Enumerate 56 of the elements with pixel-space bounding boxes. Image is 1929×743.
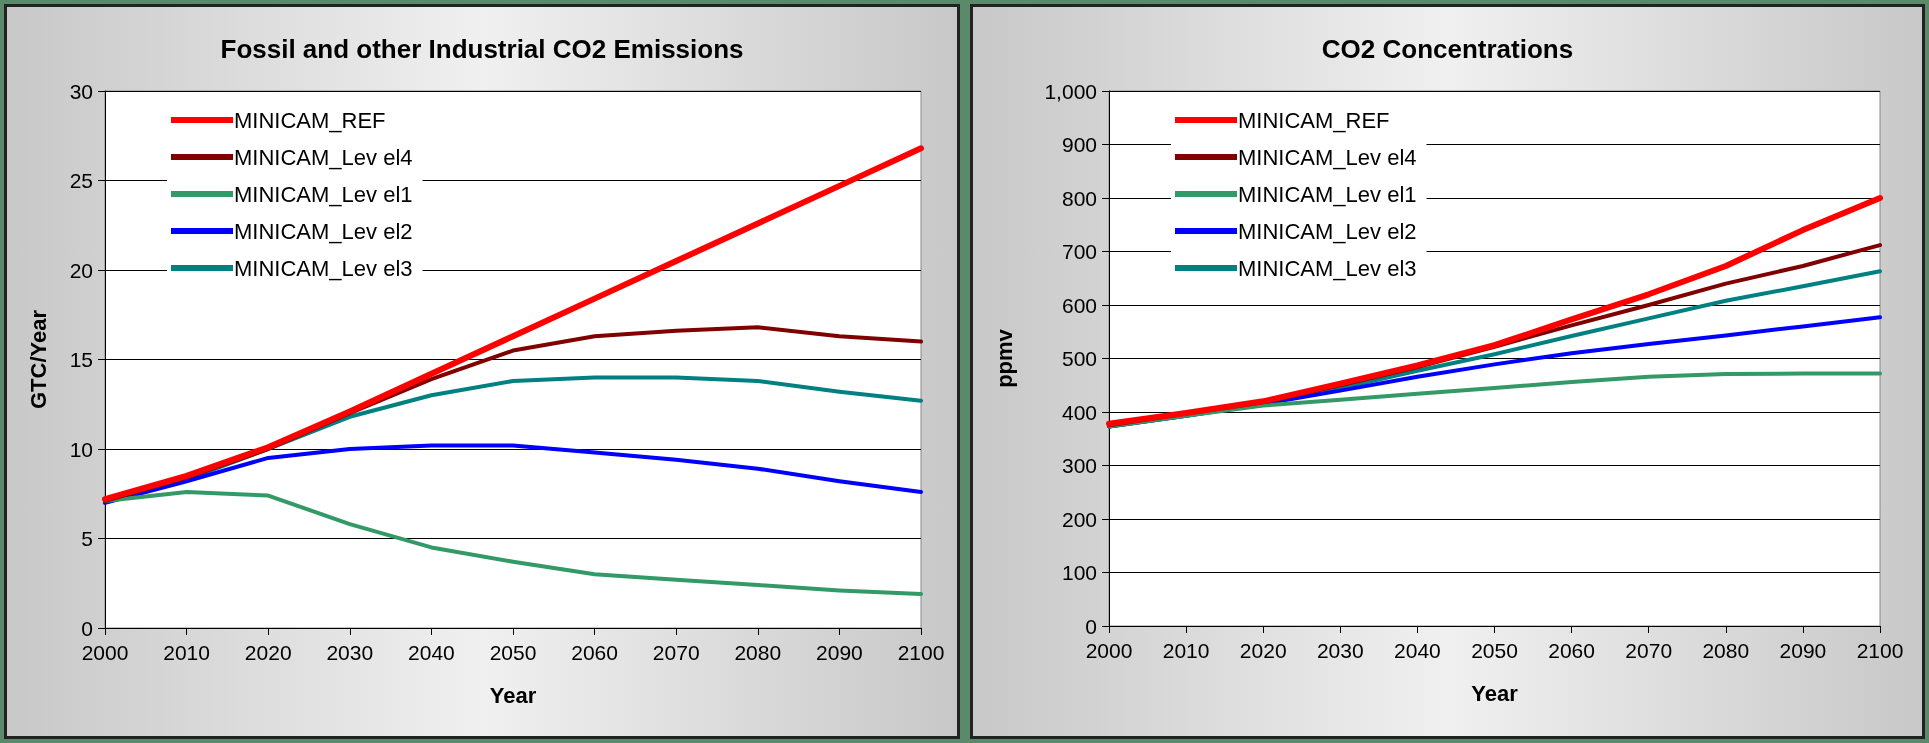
y-tick-label: 100 [1061,561,1097,584]
x-tick-label: 2070 [652,641,700,664]
y-tick-label: 20 [69,258,93,282]
x-tick-label: 2040 [408,641,455,664]
x-tick-label: 2060 [1548,639,1595,662]
x-tick-label: 2080 [1702,639,1750,662]
x-tick-label: 2070 [1625,639,1673,662]
y-tick-label: 0 [81,616,93,640]
y-tick-label: 600 [1061,293,1097,317]
legend-label: MINICAM_Lev el3 [234,255,413,281]
x-axis-title: Year [1471,680,1519,706]
x-tick-label: 2090 [1779,639,1827,662]
legend-label: MINICAM_Lev el1 [1238,181,1417,207]
y-tick-label: 800 [1061,186,1097,210]
legend-label: MINICAM_Lev el1 [234,181,413,207]
legend-label: MINICAM_REF [234,107,386,133]
y-tick-label: 5 [81,527,93,550]
y-axis-title: ppmv [991,328,1017,388]
x-tick-label: 2000 [1085,639,1133,662]
y-tick-label: 0 [1085,614,1097,638]
x-axis-title: Year [489,682,537,708]
y-tick-label: 300 [1061,454,1097,477]
x-tick-label: 2020 [244,641,292,664]
legend-label: MINICAM_Lev el2 [234,218,413,244]
legend-label: MINICAM_Lev el3 [1238,255,1417,281]
chart-title: CO2 Concentrations [1321,34,1574,64]
x-tick-label: 2000 [81,641,129,664]
x-tick-label: 2060 [571,641,618,664]
x-tick-label: 2010 [1162,639,1210,662]
x-tick-label: 2050 [1471,639,1518,662]
x-tick-label: 2010 [163,641,210,664]
y-tick-label: 30 [69,79,93,103]
y-tick-label: 25 [69,169,93,192]
y-tick-label: 15 [69,348,93,371]
x-tick-label: 2050 [489,641,537,664]
y-tick-label: 500 [1061,347,1097,370]
x-tick-label: 2080 [734,641,782,664]
legend-label: MINICAM_REF [1238,107,1390,133]
y-tick-label: 10 [69,437,93,461]
x-tick-label: 2020 [1239,639,1287,662]
chart-title: Fossil and other Industrial CO2 Emissions [220,34,744,64]
x-tick-label: 2100 [1856,639,1904,662]
x-tick-label: 2030 [1316,639,1364,662]
x-tick-label: 2030 [326,641,374,664]
x-tick-label: 2040 [1394,639,1441,662]
y-tick-label: 700 [1061,240,1097,263]
y-tick-label: 1,000 [1044,79,1097,103]
legend-label: MINICAM_Lev el4 [234,144,413,170]
legend-label: MINICAM_Lev el4 [1238,144,1417,170]
y-tick-label: 400 [1061,400,1097,424]
y-tick-label: 200 [1061,507,1097,531]
y-axis-title: GTC/Year [25,309,51,410]
y-tick-label: 900 [1061,133,1097,156]
x-tick-label: 2090 [816,641,863,664]
x-tick-label: 2100 [897,641,945,664]
legend-label: MINICAM_Lev el2 [1238,218,1417,244]
